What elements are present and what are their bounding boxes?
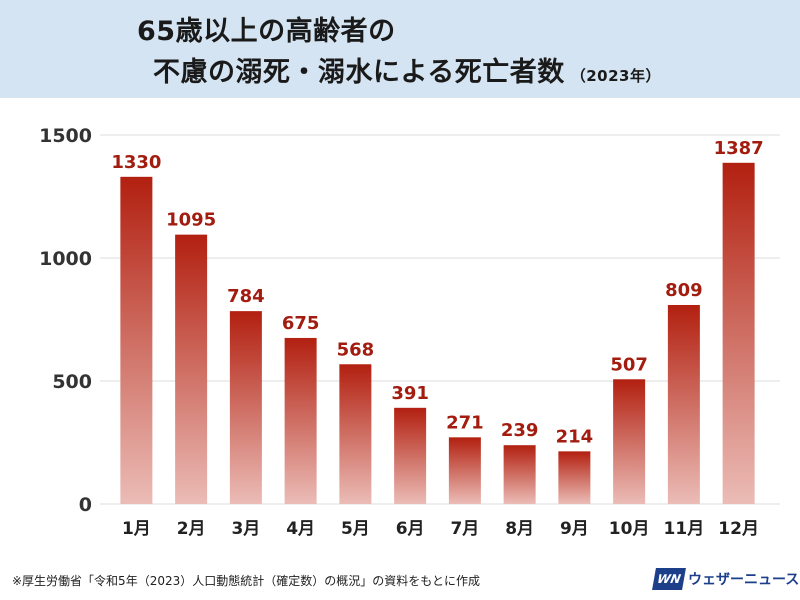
weathernews-logo: WN ウェザーニュース [652, 568, 800, 590]
bar-2月 [175, 234, 208, 504]
bar-12月 [722, 162, 755, 504]
data-label: 675 [282, 313, 320, 334]
x-tick-label: 11月 [664, 519, 705, 539]
data-label: 214 [556, 426, 594, 447]
bar-7月 [448, 437, 481, 504]
bar-3月 [229, 311, 262, 504]
y-tick-label: 1500 [39, 125, 92, 147]
bars [120, 162, 755, 504]
grid-lines [100, 134, 780, 505]
bar-1月 [120, 176, 153, 504]
x-tick-label: 7月 [450, 519, 479, 539]
x-tick-label: 12月 [718, 519, 759, 539]
chart-title-year: （2023年） [570, 67, 661, 85]
x-tick-label: 1月 [122, 519, 151, 539]
bar-10月 [613, 379, 646, 504]
bar-8月 [503, 445, 536, 504]
data-label: 568 [337, 339, 375, 360]
chart-title-line2: 不慮の溺死・溺水による死亡者数 （2023年） [153, 50, 661, 89]
x-tick-label: 3月 [231, 519, 260, 539]
x-tick-label: 6月 [396, 519, 425, 539]
y-axis-ticks: 0 500 1000 1500 [39, 125, 92, 516]
bar-5月 [339, 364, 372, 504]
x-tick-label: 5月 [341, 519, 370, 539]
bar-11月 [667, 304, 700, 504]
y-tick-label: 0 [79, 494, 92, 516]
chart-title-line1: 65歳以上の高齢者の [137, 16, 396, 47]
data-labels: 1330 1095 784 675 568 391 271 239 214 507 809 1387 [111, 138, 763, 448]
data-label: 809 [665, 280, 703, 301]
x-tick-label: 4月 [286, 519, 315, 539]
data-label: 239 [501, 420, 539, 441]
chart-title-main: 不慮の溺死・溺水による死亡者数 [153, 57, 565, 88]
title-banner: 65歳以上の高齢者の 不慮の溺死・溺水による死亡者数 （2023年） [0, 0, 800, 98]
data-label: 1387 [714, 138, 764, 159]
x-tick-label: 10月 [609, 519, 650, 539]
y-tick-label: 1000 [39, 248, 92, 270]
x-axis-ticks: 1月 2月 3月 4月 5月 6月 7月 8月 9月 10月 11月 12月 [122, 519, 759, 539]
data-label: 271 [446, 412, 484, 433]
bar-6月 [394, 407, 427, 504]
bar-chart: 0 500 1000 1500 1330 1095 784 675 568 391 271 239 2… [39, 125, 780, 539]
source-note: ※厚生労働省「令和5年（2023）人口動態統計（確定数）の概況」の資料をもとに作… [12, 574, 480, 588]
data-label: 507 [610, 354, 648, 375]
bar-4月 [284, 337, 317, 504]
logo-text: ウェザーニュース [688, 572, 800, 588]
bar-9月 [558, 451, 591, 504]
logo-mark: WN [652, 568, 686, 590]
y-tick-label: 500 [52, 371, 92, 393]
data-label: 784 [227, 286, 265, 307]
data-label: 1095 [166, 210, 216, 231]
data-label: 1330 [111, 152, 161, 173]
x-tick-label: 9月 [560, 519, 589, 539]
data-label: 391 [391, 383, 429, 404]
x-tick-label: 8月 [505, 519, 534, 539]
x-tick-label: 2月 [177, 519, 206, 539]
